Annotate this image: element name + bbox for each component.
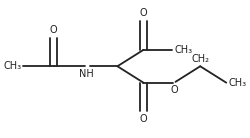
Text: CH₂: CH₂: [191, 54, 209, 63]
Text: CH₃: CH₃: [228, 78, 247, 88]
Text: CH₃: CH₃: [174, 45, 192, 55]
Text: NH: NH: [79, 69, 94, 79]
Text: O: O: [140, 114, 147, 124]
Text: O: O: [140, 8, 147, 18]
Text: O: O: [170, 85, 178, 95]
Text: CH₃: CH₃: [4, 61, 22, 71]
Text: O: O: [50, 25, 57, 35]
